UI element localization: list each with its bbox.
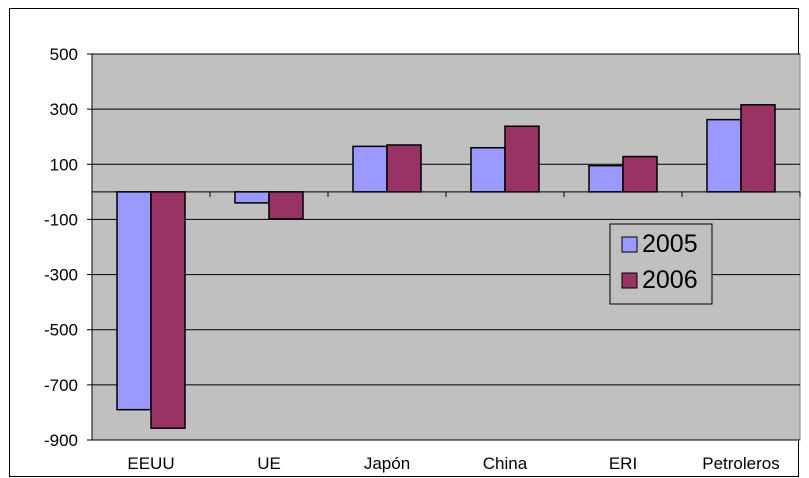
bars: [116, 103, 776, 429]
x-tick-label: ERI: [609, 454, 637, 473]
y-tick-label: 300: [50, 100, 78, 119]
legend-label: 2006: [642, 266, 698, 294]
bar-2006-Japón: [386, 144, 422, 193]
bar-2005-Petroleros: [706, 118, 742, 193]
y-tick-label: -100: [44, 210, 78, 229]
x-tick-label: Petroleros: [702, 454, 779, 473]
y-tick-label: -900: [44, 431, 78, 450]
x-tick-label: China: [483, 454, 528, 473]
x-tick-label: Japón: [364, 454, 410, 473]
bar-2005-China: [470, 146, 506, 193]
bar-2005-ERI: [588, 164, 624, 193]
bar-2005-UE: [234, 191, 270, 204]
legend-label: 2005: [642, 230, 698, 258]
y-ticks: 500 300 100 -100 -300 -500 -700 -900: [44, 45, 92, 450]
y-tick-label: -700: [44, 376, 78, 395]
x-tick-label: EEUU: [127, 454, 174, 473]
legend: 2005 2006: [609, 223, 713, 305]
legend-swatch-2006: [621, 272, 638, 289]
x-tick-label: UE: [257, 454, 281, 473]
bar-2006-UE: [268, 191, 304, 220]
x-ticks: EEUU UE Japón China ERI Petroleros: [91, 191, 801, 473]
legend-swatch-2005: [621, 236, 638, 253]
bar-2005-Japón: [352, 145, 388, 193]
bar-2006-EEUU: [150, 191, 186, 429]
bar-2005-EEUU: [116, 191, 152, 411]
y-tick-label: -300: [44, 266, 78, 285]
y-tick-label: 500: [50, 45, 78, 64]
bar-2006-Petroleros: [740, 103, 776, 193]
y-tick-label: 100: [50, 155, 78, 174]
bar-2006-China: [504, 125, 540, 193]
bar-2006-ERI: [622, 155, 658, 193]
y-tick-label: -500: [44, 321, 78, 340]
